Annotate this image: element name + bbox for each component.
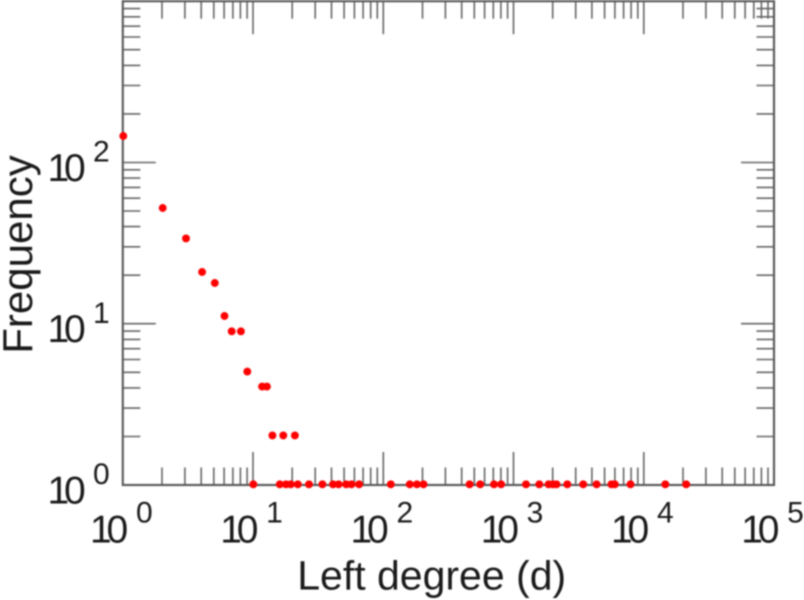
- svg-text:10: 10: [351, 509, 388, 552]
- svg-text:Left degree (d): Left degree (d): [297, 553, 566, 599]
- svg-text:10: 10: [90, 509, 127, 552]
- svg-text:Frequency: Frequency: [0, 155, 41, 353]
- svg-text:0: 0: [93, 458, 110, 491]
- svg-text:10: 10: [220, 509, 257, 552]
- svg-text:5: 5: [787, 497, 804, 530]
- svg-text:10: 10: [481, 509, 518, 552]
- svg-text:4: 4: [657, 497, 674, 530]
- svg-text:1: 1: [93, 297, 110, 330]
- svg-text:10: 10: [48, 308, 85, 351]
- svg-text:10: 10: [611, 509, 648, 552]
- svg-text:0: 0: [136, 497, 153, 530]
- svg-text:2: 2: [93, 136, 110, 169]
- svg-text:2: 2: [396, 497, 413, 530]
- svg-text:10: 10: [48, 147, 85, 190]
- svg-text:10: 10: [741, 509, 778, 552]
- svg-text:10: 10: [48, 469, 85, 512]
- svg-text:3: 3: [527, 497, 544, 530]
- svg-text:1: 1: [266, 497, 283, 530]
